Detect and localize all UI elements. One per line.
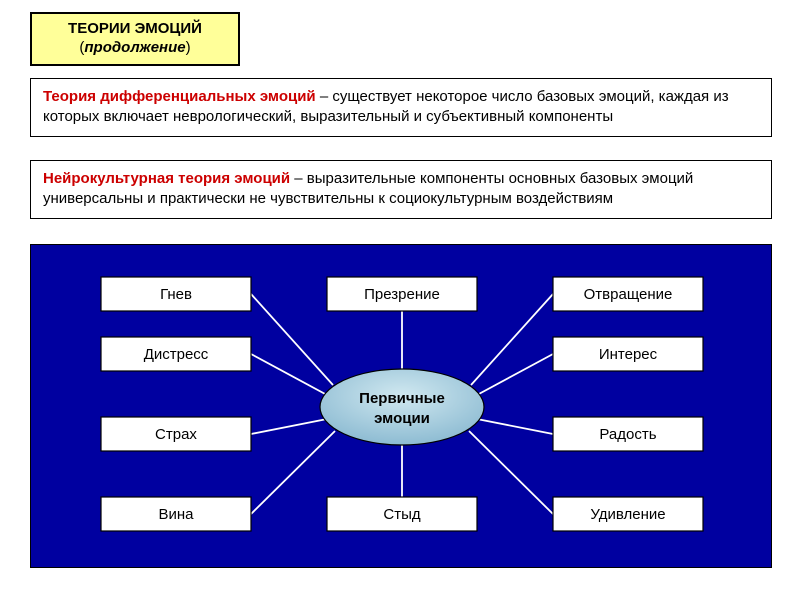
emotion-label: Дистресс — [144, 346, 209, 363]
connector-line — [251, 354, 327, 395]
title-main: ТЕОРИИ ЭМОЦИЙ — [46, 20, 224, 39]
emotion-node: Гнев — [101, 277, 251, 311]
emotion-label: Отвращение — [584, 286, 673, 303]
connector-line — [471, 294, 553, 385]
theory1-lead: Теория дифференциальных эмоций — [43, 88, 316, 105]
emotion-label: Гнев — [160, 286, 192, 303]
primary-emotions-diagram: Гнев Дистресс Страх Вина Презрение Стыд Отвращ… — [30, 244, 772, 568]
connector-line — [251, 294, 333, 385]
connector-line — [469, 431, 553, 514]
emotion-node: Вина — [101, 497, 251, 531]
center-label-line2: эмоции — [374, 410, 430, 427]
theory2-lead: Нейрокультурная теория эмоций — [43, 170, 290, 187]
emotion-node: Презрение — [327, 277, 477, 311]
emotion-label: Удивление — [590, 506, 665, 523]
connector-line — [477, 419, 553, 434]
emotion-node: Страх — [101, 417, 251, 451]
emotion-node: Дистресс — [101, 337, 251, 371]
diagram-svg: Гнев Дистресс Страх Вина Презрение Стыд Отвращ… — [31, 245, 773, 569]
emotion-label: Вина — [158, 506, 194, 523]
emotion-node: Радость — [553, 417, 703, 451]
emotion-label: Интерес — [599, 346, 658, 363]
emotion-label: Презрение — [364, 286, 440, 303]
emotion-label: Стыд — [383, 506, 420, 523]
theory-neurocultural-box: Нейрокультурная теория эмоций – выразите… — [30, 160, 772, 219]
center-group: Первичные эмоции — [320, 369, 484, 445]
emotion-node: Удивление — [553, 497, 703, 531]
title-box: ТЕОРИИ ЭМОЦИЙ (продолжение) — [30, 12, 240, 66]
connector-line — [477, 354, 553, 395]
emotion-label: Страх — [155, 426, 197, 443]
emotion-node: Стыд — [327, 497, 477, 531]
theory-differential-box: Теория дифференциальных эмоций – существ… — [30, 78, 772, 137]
connector-line — [251, 431, 335, 514]
center-label-line1: Первичные — [359, 390, 445, 407]
title-sub: (продолжение) — [46, 39, 224, 58]
emotion-node: Отвращение — [553, 277, 703, 311]
center-ellipse — [320, 369, 484, 445]
emotion-node: Интерес — [553, 337, 703, 371]
emotion-label: Радость — [599, 426, 656, 443]
connector-line — [251, 419, 327, 434]
